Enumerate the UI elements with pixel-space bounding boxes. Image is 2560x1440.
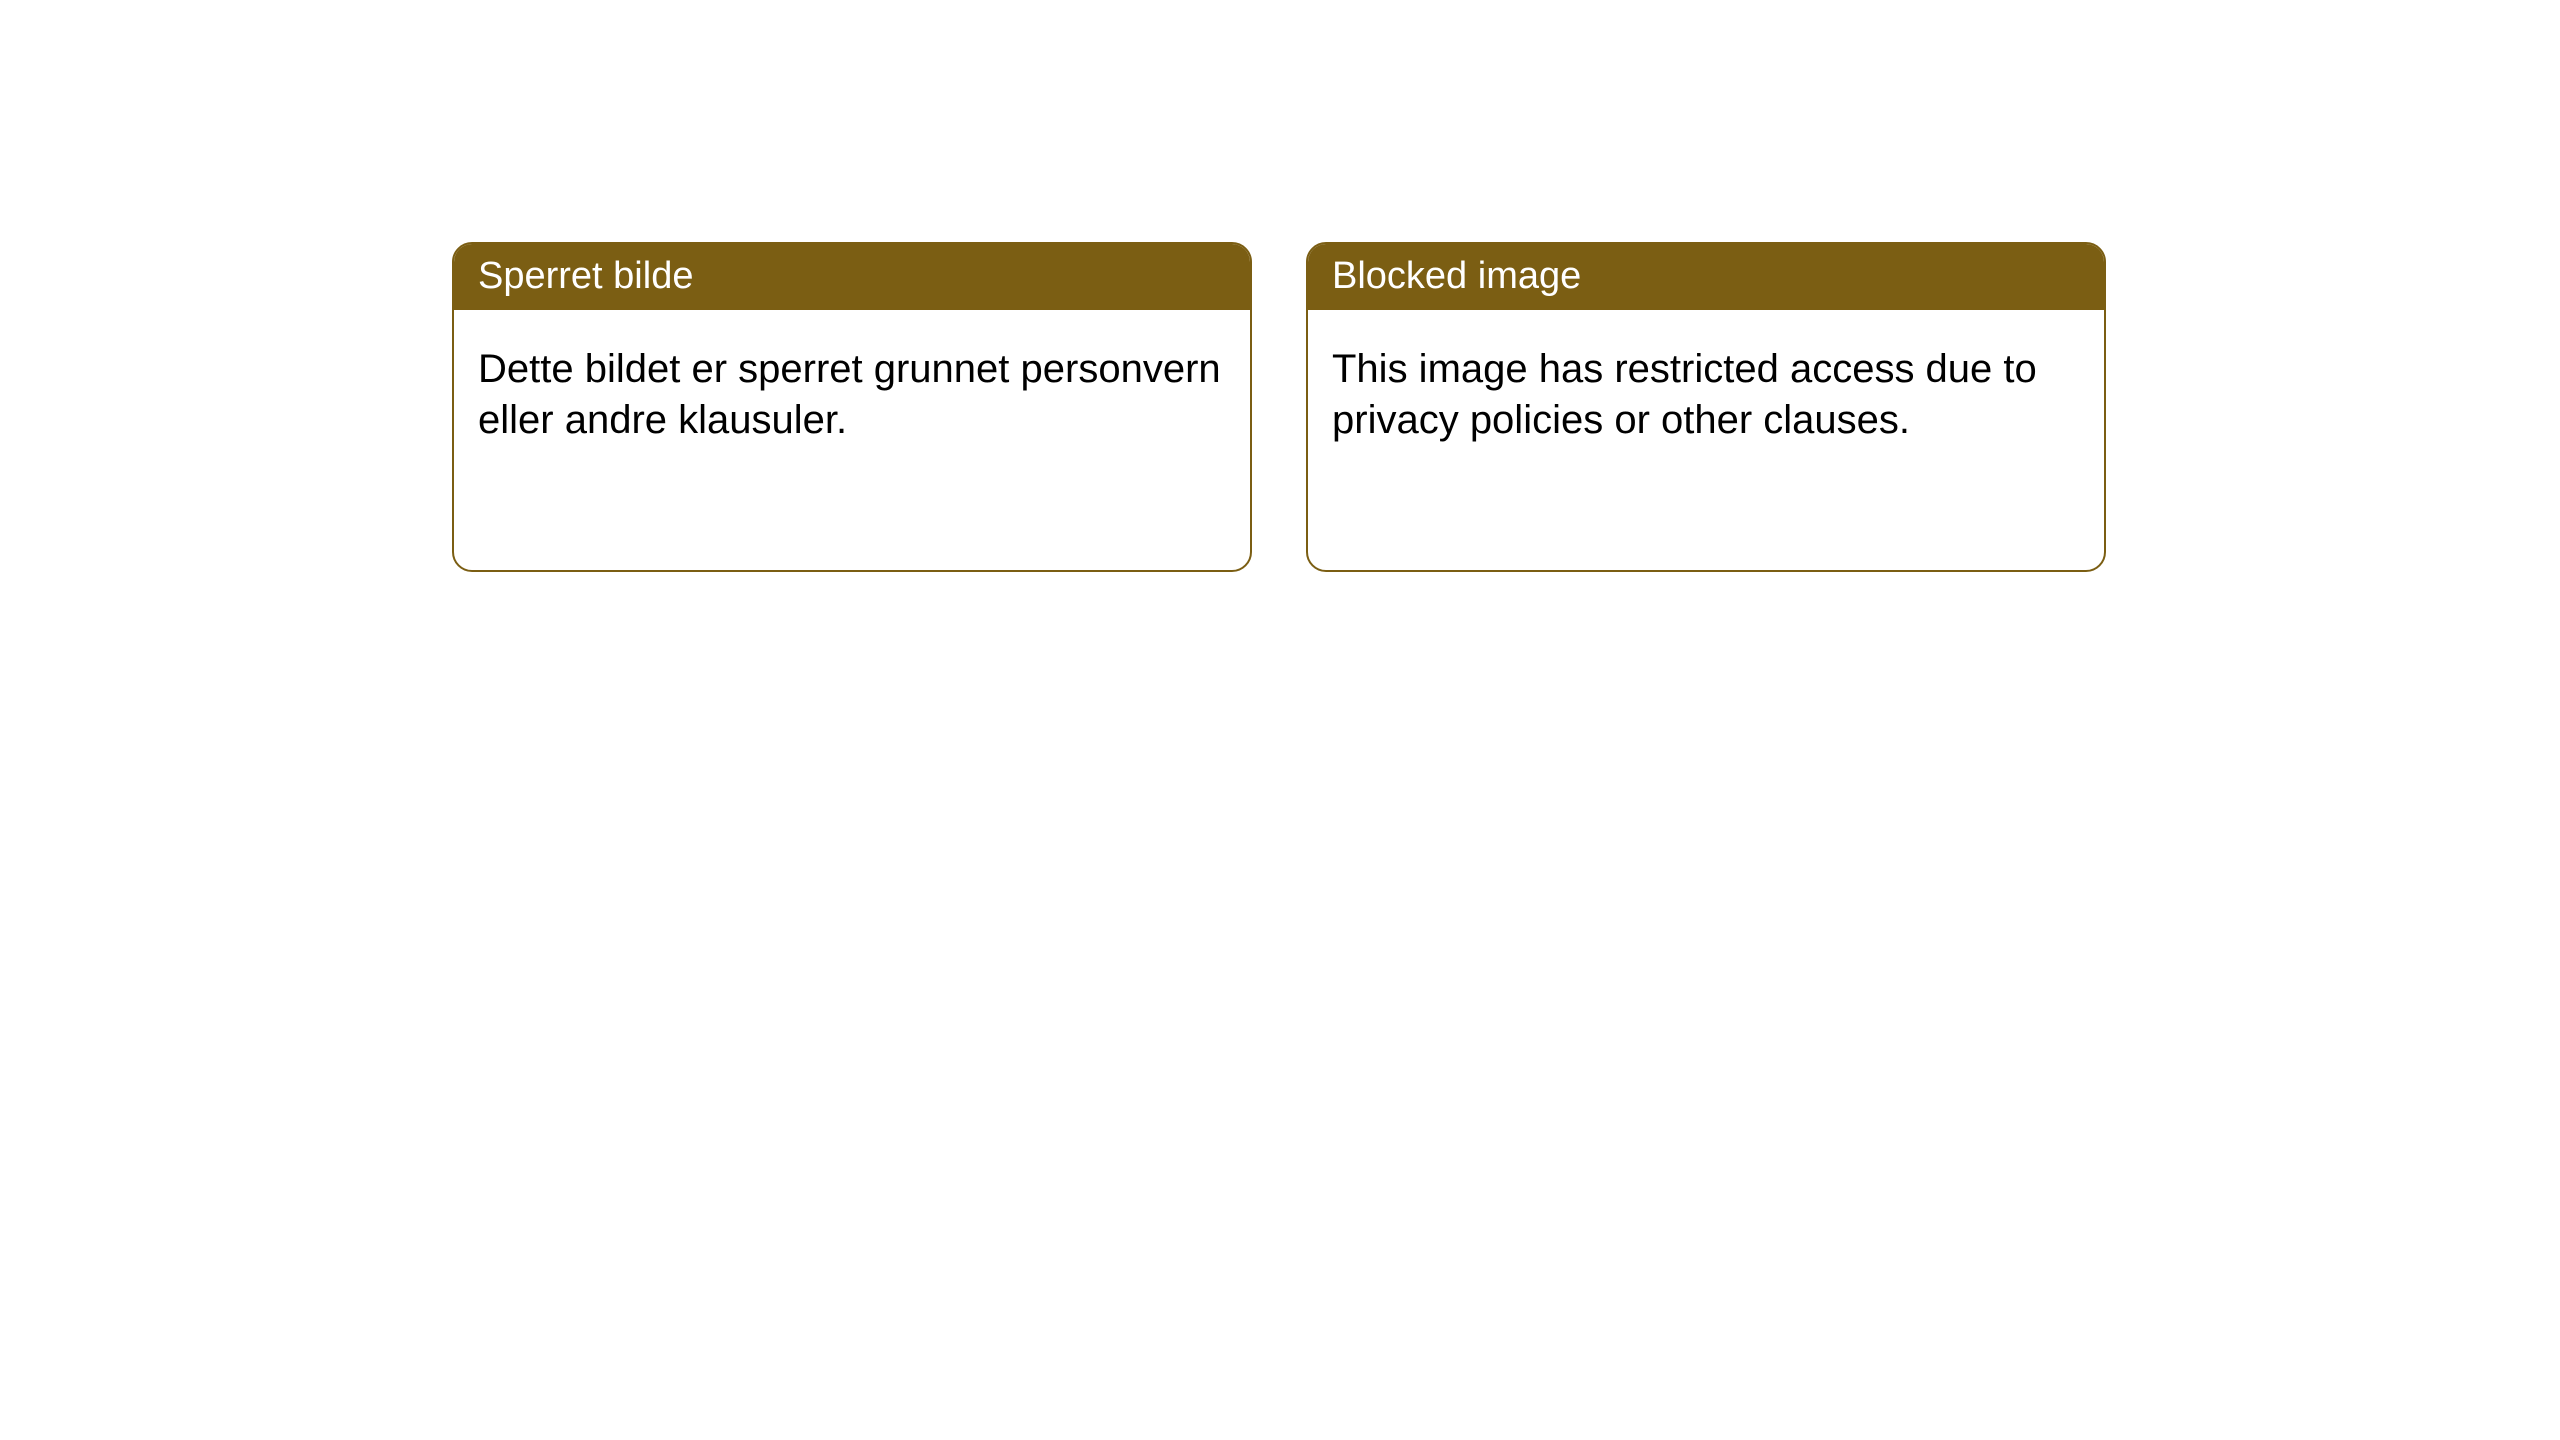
notice-body-en: This image has restricted access due to … [1308,310,2104,470]
notice-card-en: Blocked image This image has restricted … [1306,242,2106,572]
notice-container: Sperret bilde Dette bildet er sperret gr… [452,242,2106,572]
notice-body-no: Dette bildet er sperret grunnet personve… [454,310,1250,470]
notice-header-en: Blocked image [1308,244,2104,310]
notice-header-no: Sperret bilde [454,244,1250,310]
notice-card-no: Sperret bilde Dette bildet er sperret gr… [452,242,1252,572]
